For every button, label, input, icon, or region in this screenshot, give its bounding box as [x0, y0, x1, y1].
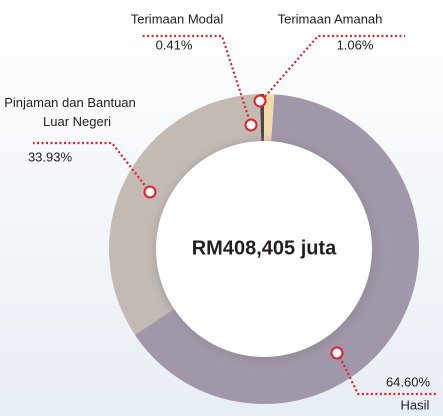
center-label: RM408,405 juta: [192, 237, 337, 259]
slice: [264, 94, 275, 150]
label-marker: [330, 346, 344, 360]
leader-line: [337, 352, 437, 396]
category-label: Terimaan Modal: [131, 11, 224, 26]
label-marker: [143, 185, 157, 199]
center-circle: [156, 141, 372, 357]
value-label: 0.41%: [156, 37, 193, 52]
value-label: 33.93%: [28, 149, 73, 164]
leader-line: [261, 34, 405, 101]
labels: Terimaan Amanah 1.06% Hasil 64.60% Pinjaman …: [4, 11, 437, 412]
category-label: Pinjaman dan Bantuan Luar Negeri: [4, 95, 136, 129]
value-label: 1.06%: [337, 37, 374, 52]
label-marker: [253, 94, 267, 108]
label-marker: [244, 118, 258, 132]
slice: [260, 94, 264, 150]
value-label: 64.60%: [386, 374, 431, 389]
category-label: Hasil: [401, 397, 430, 412]
category-label: Terimaan Amanah: [278, 11, 383, 26]
slice: [134, 94, 420, 405]
